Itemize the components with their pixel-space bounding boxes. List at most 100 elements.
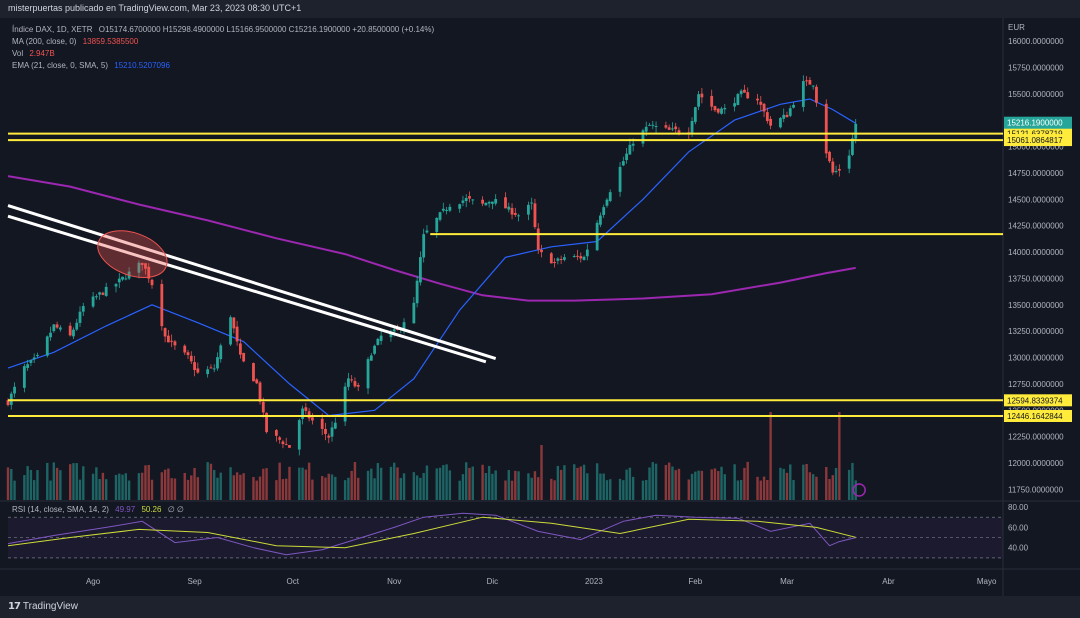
- volume-bar: [782, 468, 785, 500]
- volume-bar: [343, 480, 347, 500]
- candle-body: [517, 215, 520, 217]
- volume-bar: [847, 469, 851, 500]
- ma-legend[interactable]: MA (200, close, 0) 13859.5385500: [12, 37, 138, 46]
- time-tick-label: Dic: [487, 577, 499, 586]
- candle-body: [242, 352, 246, 362]
- volume-bar: [334, 476, 337, 500]
- volume-bar: [622, 480, 625, 500]
- rsi-ma-line: [7, 516, 856, 549]
- ma200-line: [7, 175, 856, 302]
- candle-body: [284, 444, 288, 446]
- volume-bar: [229, 467, 232, 500]
- candle-body: [392, 329, 396, 332]
- volume-bar: [586, 473, 589, 500]
- volume-bar: [114, 474, 118, 500]
- candle-body: [45, 336, 49, 356]
- annotation-ellipse: [97, 230, 168, 278]
- price-tick-label: 12750.0000000: [1008, 380, 1064, 389]
- volume-bar: [517, 471, 520, 500]
- volume-bar: [527, 473, 530, 500]
- volume-bar: [631, 476, 635, 500]
- candle-body: [756, 98, 759, 101]
- volume-bar: [448, 470, 452, 500]
- volume-bar: [779, 467, 782, 500]
- volume-bar: [285, 478, 288, 500]
- candle-body: [504, 197, 507, 209]
- volume-bar: [147, 464, 150, 500]
- publisher-text: misterpuertas publicado en TradingView.c…: [8, 3, 302, 13]
- price-tick-label: 11750.0000000: [1008, 485, 1064, 494]
- candle-body: [494, 199, 498, 204]
- candle-body: [206, 369, 210, 375]
- volume-bar: [13, 480, 16, 500]
- candle-body: [441, 208, 445, 211]
- volume-bar: [307, 462, 311, 500]
- volume-bar: [183, 472, 186, 500]
- candle-body: [792, 104, 795, 108]
- candle-body: [412, 302, 416, 324]
- price-tick-label: 15000.0000000: [1008, 143, 1064, 152]
- ema-legend[interactable]: EMA (21, close, 0, SMA, 5) 15210.5207096: [12, 61, 170, 70]
- volume-bar: [687, 479, 690, 500]
- candle-body: [94, 296, 98, 298]
- volume-bar: [288, 466, 291, 500]
- volume-bar: [239, 474, 242, 500]
- candle-body: [782, 114, 786, 119]
- volume-bar: [599, 473, 602, 500]
- volume-bar: [127, 480, 131, 500]
- candle-body: [445, 209, 448, 211]
- candle-body: [373, 345, 376, 354]
- price-chart[interactable]: EUR 16000.0000000 15750.0000000 15500.00000…: [0, 18, 1080, 596]
- volume-bar: [330, 474, 334, 500]
- footer-bar: 17 TradingView: [0, 596, 1080, 618]
- volume-bar: [98, 479, 101, 500]
- volume-bar: [75, 463, 78, 500]
- candle-body: [448, 206, 452, 211]
- volume-bar: [196, 477, 200, 500]
- volume-bar: [193, 467, 196, 500]
- vol-legend[interactable]: Vol 2.947B: [12, 49, 55, 58]
- symbol-legend[interactable]: Índice DAX, 1D, XETR O15174.6700000 H152…: [12, 25, 434, 34]
- candle-body: [350, 379, 354, 381]
- volume-bar: [311, 479, 314, 500]
- candle-body: [389, 331, 393, 338]
- candle-body: [625, 153, 629, 161]
- volume-bar: [412, 472, 416, 500]
- volume-bar: [785, 472, 789, 500]
- candle-body: [837, 168, 841, 171]
- candle-body: [310, 417, 314, 421]
- candle-body: [667, 127, 671, 130]
- candle-body: [710, 95, 714, 107]
- volume-bar: [91, 473, 95, 500]
- ma-value: 13859.5385500: [82, 37, 139, 46]
- candle-body: [101, 292, 105, 295]
- level-price-tag: [1004, 409, 1072, 422]
- volume-bar: [262, 468, 265, 500]
- rsi-band-fill: [8, 518, 1003, 559]
- volume-bar: [576, 467, 579, 500]
- volume-bar: [163, 469, 167, 500]
- candle-body: [762, 103, 766, 112]
- volume-bar: [59, 470, 62, 500]
- volume-bar: [582, 464, 586, 500]
- candle-body: [739, 90, 743, 95]
- volume-bar: [507, 469, 510, 500]
- rsi-legend[interactable]: RSI (14, close, SMA, 14, 2) 49.97 50.26 …: [12, 505, 184, 514]
- volume-bar: [242, 473, 245, 500]
- volume-bar: [190, 475, 193, 500]
- level-price-label: 12594.8339374: [1007, 396, 1063, 405]
- price-tick-label: 13250.0000000: [1008, 327, 1064, 336]
- candle-body: [288, 445, 291, 448]
- candle-body: [173, 341, 177, 346]
- volume-bar: [628, 467, 632, 500]
- volume-bar: [304, 469, 308, 500]
- candle-body: [746, 92, 750, 99]
- volume-bar: [353, 462, 357, 500]
- volume-bar: [484, 473, 488, 500]
- volume-bar: [717, 471, 720, 500]
- volume-bar: [792, 480, 795, 500]
- price-tick-label: 12000.0000000: [1008, 459, 1064, 468]
- tradingview-logo[interactable]: 17 TradingView: [8, 601, 78, 612]
- volume-bar: [815, 476, 818, 500]
- volume-bar: [442, 465, 445, 500]
